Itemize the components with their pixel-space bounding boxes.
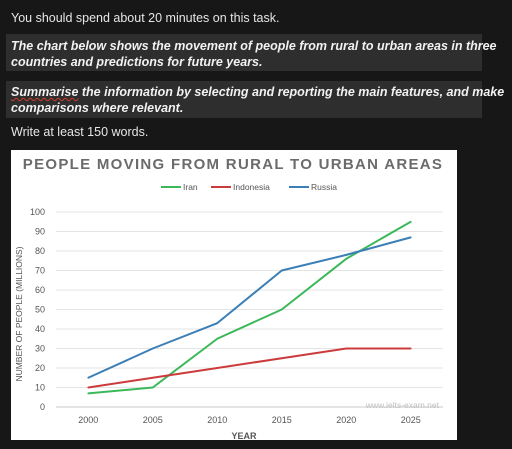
data-point-iran bbox=[151, 386, 154, 389]
task-description-line-2: countries and predictions for future yea… bbox=[11, 55, 263, 69]
data-point-indonesia bbox=[280, 357, 283, 360]
series-line-indonesia bbox=[88, 347, 411, 389]
data-point-russia bbox=[409, 236, 412, 239]
data-point-indonesia bbox=[345, 347, 348, 350]
data-point-russia bbox=[345, 254, 348, 256]
line-chart: PEOPLE MOVING FROM RURAL TO URBAN AREAS … bbox=[14, 156, 443, 441]
y-tick-label: 90 bbox=[35, 227, 45, 237]
x-tick-label: 2020 bbox=[336, 415, 356, 425]
y-tick-label: 10 bbox=[35, 383, 45, 393]
y-tick-label: 0 bbox=[40, 402, 45, 412]
y-axis-label: NUMBER OF PEOPLE (MILLIONS) bbox=[14, 246, 24, 381]
word-count-instruction: Write at least 150 words. bbox=[11, 125, 149, 139]
x-tick-label: 2005 bbox=[143, 415, 163, 425]
y-tick-label: 60 bbox=[35, 285, 45, 295]
y-axis-ticks: 0 10 20 30 40 50 60 70 80 90 100 bbox=[30, 207, 45, 412]
data-point-iran bbox=[345, 257, 348, 260]
y-tick-label: 70 bbox=[35, 266, 45, 276]
data-point-russia bbox=[216, 322, 219, 325]
y-tick-label: 40 bbox=[35, 324, 45, 334]
data-point-russia bbox=[151, 347, 154, 350]
chart-title: PEOPLE MOVING FROM RURAL TO URBAN AREAS bbox=[23, 156, 443, 173]
data-point-indonesia bbox=[151, 376, 154, 379]
data-point-russia bbox=[280, 269, 283, 272]
x-axis-label: YEAR bbox=[231, 431, 257, 440]
chart-series bbox=[87, 220, 412, 395]
data-point-indonesia bbox=[409, 347, 412, 350]
chart-legend: Iran Indonesia Russia bbox=[161, 182, 337, 192]
chart-container: PEOPLE MOVING FROM RURAL TO URBAN AREAS … bbox=[11, 150, 457, 441]
task-instruction-rest: the information by selecting and reporti… bbox=[78, 85, 505, 99]
data-point-iran bbox=[409, 220, 412, 223]
task-instruction-line-2: comparisons where relevant. bbox=[11, 101, 184, 115]
chart-grid bbox=[56, 211, 443, 408]
task-description-box bbox=[6, 34, 482, 71]
task-instruction-line-1: Summarise the information by selecting a… bbox=[11, 84, 504, 100]
x-tick-label: 2010 bbox=[207, 415, 227, 425]
task-intro: You should spend about 20 minutes on thi… bbox=[11, 11, 280, 25]
y-tick-label: 80 bbox=[35, 246, 45, 256]
y-tick-label: 50 bbox=[35, 305, 45, 315]
spellcheck-word[interactable]: Summarise bbox=[11, 85, 79, 99]
x-tick-label: 2000 bbox=[78, 415, 98, 425]
data-point-indonesia bbox=[216, 367, 219, 369]
legend-label-iran: Iran bbox=[183, 182, 198, 192]
data-point-iran bbox=[87, 392, 90, 395]
legend-label-indonesia: Indonesia bbox=[233, 182, 270, 192]
data-point-indonesia bbox=[87, 386, 90, 389]
x-axis-ticks: 2000 2005 2010 2015 2020 2025 bbox=[78, 415, 421, 425]
task-description-line-1: The chart below shows the movement of pe… bbox=[11, 39, 497, 53]
task-instruction-box bbox=[6, 81, 482, 118]
x-tick-label: 2025 bbox=[401, 415, 421, 425]
watermark: www.ielts-exam.net bbox=[365, 400, 440, 410]
legend-label-russia: Russia bbox=[311, 182, 337, 192]
data-point-russia bbox=[87, 376, 90, 379]
data-point-iran bbox=[216, 337, 219, 340]
y-tick-label: 30 bbox=[35, 344, 45, 354]
x-tick-label: 2015 bbox=[272, 415, 292, 425]
y-tick-label: 100 bbox=[30, 207, 45, 217]
data-point-iran bbox=[280, 308, 283, 311]
series-line-russia bbox=[87, 236, 412, 379]
y-tick-label: 20 bbox=[35, 363, 45, 373]
